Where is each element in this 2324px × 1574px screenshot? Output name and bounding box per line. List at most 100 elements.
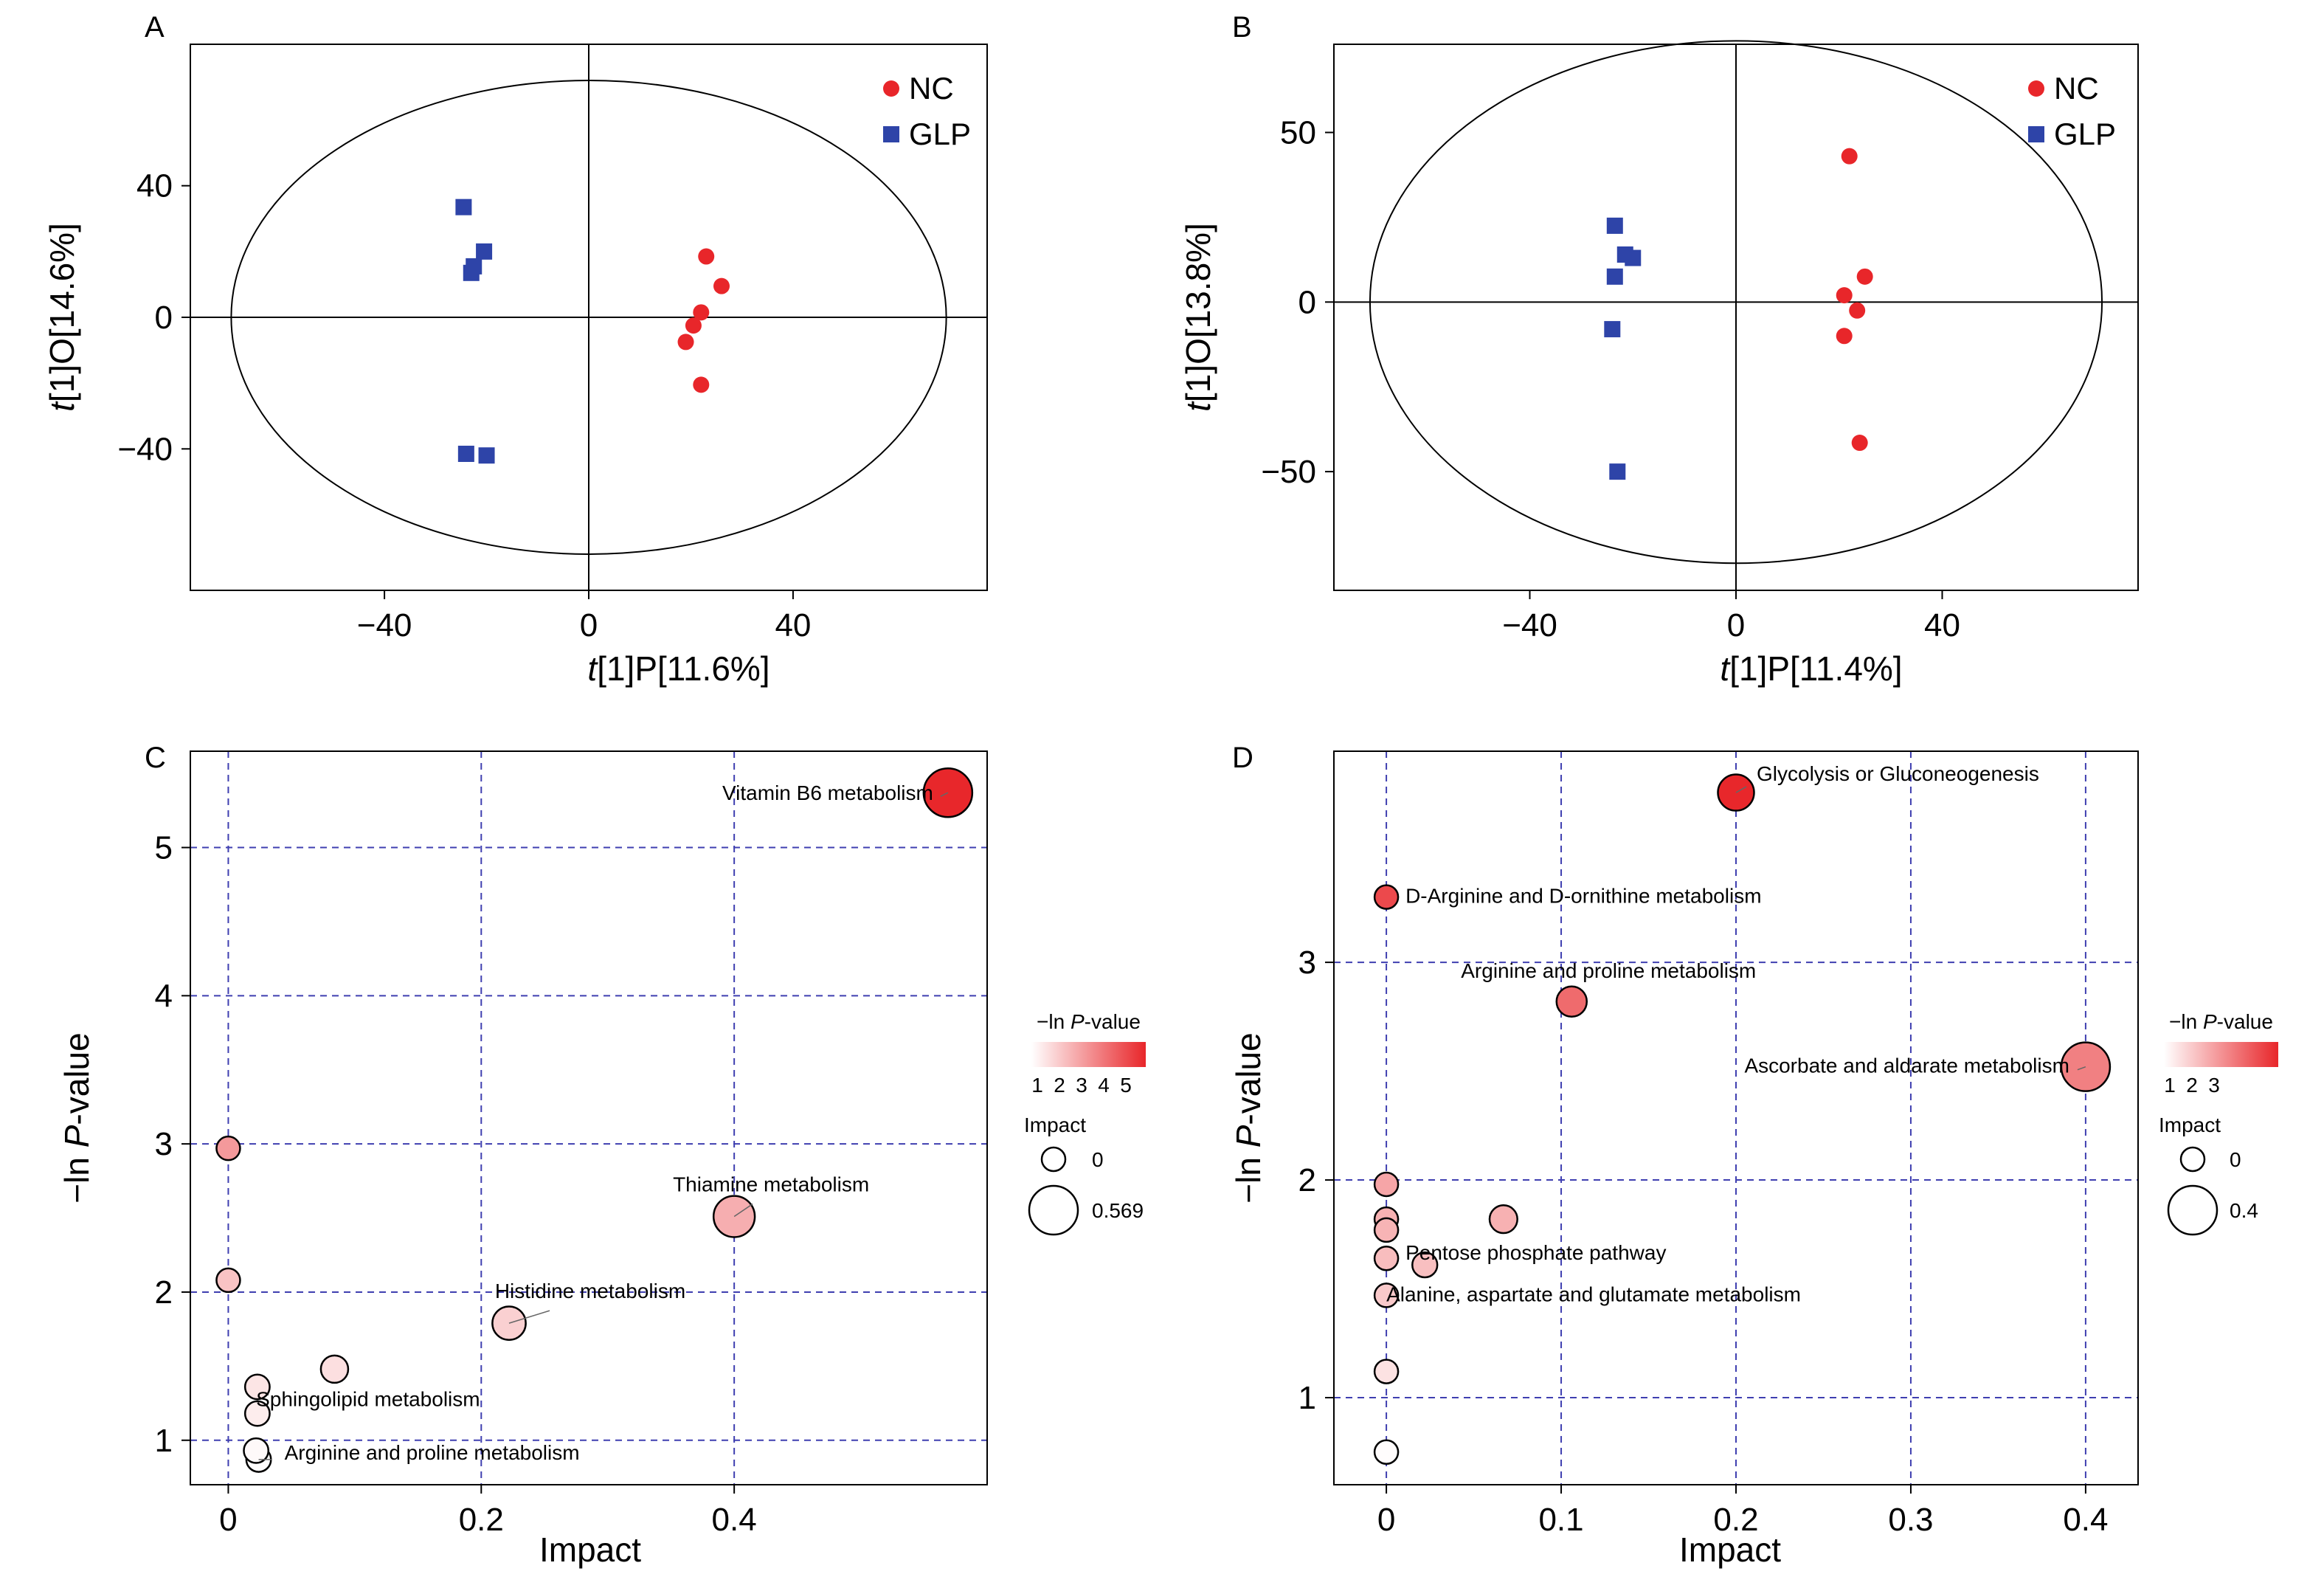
- y-tick-label: 0: [155, 300, 173, 336]
- pathway-label: Arginine and proline metabolism: [1461, 959, 1756, 982]
- panel-letter: A: [145, 11, 165, 44]
- legend: NC GLP: [2028, 71, 2116, 151]
- x-tick-label: 0: [1377, 1502, 1395, 1538]
- x-tick-label: 0.4: [712, 1502, 757, 1538]
- color-scale-title-prefix: −ln: [1037, 1010, 1071, 1033]
- legend: NC GLP: [883, 71, 971, 151]
- legend-label-nc: NC: [909, 71, 954, 106]
- pathway-bubble: [1488, 1204, 1518, 1235]
- y-axis-label-suffix: -value: [58, 1032, 96, 1125]
- x-tick-label: 0: [580, 607, 598, 643]
- y-tick-label: 1: [155, 1423, 173, 1459]
- plot-frame: [1333, 44, 2139, 591]
- point-glp: [1609, 463, 1626, 480]
- color-scale-legend: −ln P-value 1 2 3: [2164, 1010, 2278, 1097]
- y-axis-label: −ln P-value: [58, 1032, 96, 1203]
- y-axis-label: t[1]O[13.8%]: [1179, 223, 1217, 412]
- pathway-label: D-Arginine and D-ornithine metabolism: [1405, 885, 1761, 908]
- pathway-label: Thiamine metabolism: [673, 1173, 869, 1196]
- pathway-bubble: [1373, 1217, 1400, 1243]
- legend-label-nc: NC: [2054, 71, 2099, 106]
- pathway-bubble: [712, 1195, 756, 1238]
- pathway-label: Vitamin B6 metabolism: [722, 781, 933, 804]
- pathway-label: Pentose phosphate pathway: [1405, 1241, 1666, 1264]
- y-axis-label-rest: [1]O[13.8%]: [1179, 223, 1217, 402]
- color-scale-title-italic: P: [1071, 1010, 1085, 1033]
- pathway-label: Sphingolipid metabolism: [256, 1387, 480, 1410]
- point-glp: [463, 264, 480, 281]
- y-tick-label: 2: [1298, 1162, 1316, 1198]
- x-axis-label-italic: t: [1720, 649, 1731, 688]
- point-glp: [1625, 249, 1642, 266]
- point-nc: [1849, 302, 1866, 319]
- y-tick-label: 2: [155, 1274, 173, 1311]
- legend-marker-glp: [2028, 126, 2044, 142]
- color-scale-tick: 3: [2208, 1074, 2220, 1097]
- x-tick-label: 0.1: [1538, 1502, 1583, 1538]
- x-tick-label: 0: [1727, 607, 1745, 643]
- confidence-ellipse: [230, 80, 947, 555]
- color-scale-tick: 3: [1076, 1074, 1087, 1097]
- plot-frame: [190, 750, 988, 1485]
- y-axis-label-italic: P: [58, 1125, 96, 1147]
- color-scale-tick: 1: [2164, 1074, 2176, 1097]
- y-tick-label: 40: [136, 168, 173, 204]
- size-legend-label: 0.4: [2230, 1199, 2258, 1222]
- y-tick-label: 0: [1298, 284, 1316, 320]
- label-leader-line: [1735, 786, 1747, 793]
- color-scale-title: −ln P-value: [1037, 1010, 1141, 1033]
- confidence-ellipse: [1369, 40, 2103, 565]
- color-scale-bar: [2164, 1042, 2278, 1067]
- pathway-bubble: [1373, 1439, 1400, 1466]
- size-legend-title: Impact: [1024, 1114, 1086, 1136]
- x-tick-label: 0: [219, 1502, 237, 1538]
- point-glp: [457, 446, 474, 462]
- pathway-label: Histidine metabolism: [495, 1280, 685, 1302]
- y-tick-label: 3: [1298, 945, 1316, 981]
- color-scale-title-suffix: -value: [2217, 1010, 2273, 1033]
- y-axis-label-prefix: −ln: [1229, 1147, 1268, 1203]
- x-tick-label: 40: [1924, 607, 1960, 643]
- y-axis-label-rest: [1]O[14.6%]: [43, 223, 81, 402]
- legend-marker-nc: [2028, 80, 2044, 97]
- color-scale-bar: [1031, 1042, 1146, 1067]
- plot-frame: [190, 44, 988, 591]
- panel-c: C Vitamin B6 metabolism Thiamine metabolis…: [58, 742, 1146, 1569]
- x-tick-label: −40: [1502, 607, 1557, 643]
- x-tick-label: 40: [775, 607, 811, 643]
- point-nc: [1836, 328, 1853, 345]
- x-tick-label: 0.2: [459, 1502, 504, 1538]
- y-tick-label: 1: [1298, 1380, 1316, 1416]
- point-glp: [1606, 217, 1623, 234]
- color-scale-tick: 2: [1054, 1074, 1065, 1097]
- point-nc: [677, 334, 694, 351]
- x-axis-label: t[1]P[11.6%]: [587, 649, 770, 688]
- color-scale-legend: −ln P-value 1 2 3 4 5: [1031, 1010, 1146, 1097]
- legend-label-glp: GLP: [909, 117, 971, 151]
- panel-d: D Glycolysis or Gluconeogenesis D-Arginine…: [1229, 742, 2278, 1569]
- x-tick-label: 0.2: [1713, 1502, 1758, 1538]
- pathway-label: Glycolysis or Gluconeogenesis: [1757, 762, 2039, 785]
- point-glp: [478, 447, 495, 464]
- color-scale-tick: 5: [1120, 1074, 1132, 1097]
- y-tick-label: −50: [1261, 454, 1316, 490]
- y-axis-label-italic: P: [1229, 1125, 1268, 1147]
- color-scale-tick: 1: [1031, 1074, 1043, 1097]
- color-scale-tick: 4: [1098, 1074, 1110, 1097]
- y-axis-label-prefix: −ln: [58, 1147, 96, 1203]
- x-axis-label-italic: t: [587, 649, 598, 688]
- size-legend-large-circle: [2167, 1184, 2218, 1236]
- legend-marker-nc: [883, 80, 899, 97]
- legend-marker-glp: [883, 126, 899, 142]
- point-glp: [455, 199, 472, 215]
- label-leader-line: [940, 792, 949, 797]
- y-tick-label: 4: [155, 978, 173, 1014]
- color-scale-title: −ln P-value: [2169, 1010, 2273, 1033]
- pathway-bubble: [1411, 1251, 1439, 1279]
- x-axis-label-rest: [1]P[11.4%]: [1729, 649, 1902, 688]
- point-nc: [693, 304, 710, 321]
- point-nc: [685, 317, 702, 334]
- y-tick-label: 3: [155, 1126, 173, 1162]
